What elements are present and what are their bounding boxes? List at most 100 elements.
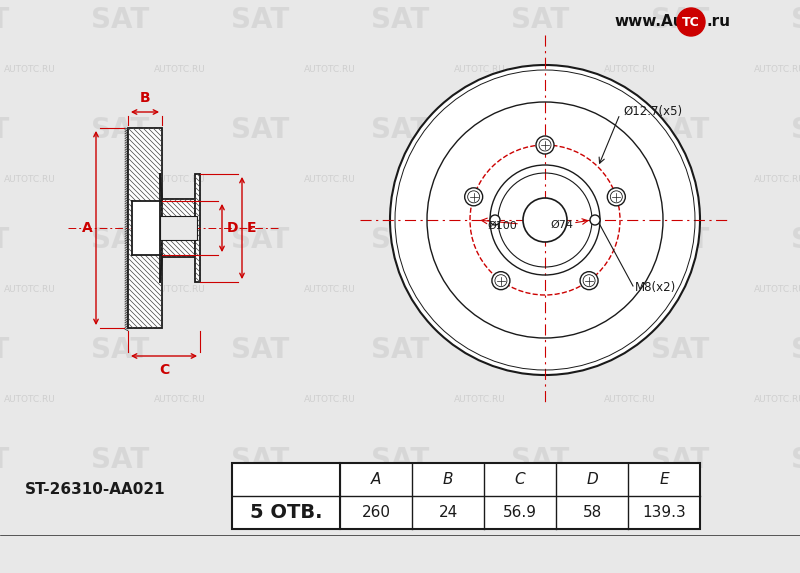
Text: SAT: SAT xyxy=(791,446,800,474)
Text: AUTOTC.RU: AUTOTC.RU xyxy=(4,175,56,185)
Text: AUTOTC.RU: AUTOTC.RU xyxy=(754,65,800,74)
Text: AUTOTC.RU: AUTOTC.RU xyxy=(754,395,800,405)
Circle shape xyxy=(580,272,598,290)
Text: SAT: SAT xyxy=(511,6,569,34)
Bar xyxy=(128,128,162,328)
Text: 5 ОТВ.: 5 ОТВ. xyxy=(250,503,322,522)
Text: SAT: SAT xyxy=(651,446,709,474)
Text: 24: 24 xyxy=(438,505,458,520)
Text: SAT: SAT xyxy=(371,226,429,254)
Text: SAT: SAT xyxy=(511,116,569,144)
Text: SAT: SAT xyxy=(791,6,800,34)
Text: B: B xyxy=(140,91,150,105)
Text: SAT: SAT xyxy=(651,6,709,34)
Text: SAT: SAT xyxy=(231,226,289,254)
Text: SAT: SAT xyxy=(651,336,709,364)
Text: B: B xyxy=(442,472,454,487)
Text: SAT: SAT xyxy=(231,116,289,144)
Text: A: A xyxy=(82,221,92,235)
Text: SAT: SAT xyxy=(651,226,709,254)
Text: SAT: SAT xyxy=(511,226,569,254)
Text: C: C xyxy=(159,363,169,377)
Text: AUTOTC.RU: AUTOTC.RU xyxy=(604,65,656,74)
Text: SAT: SAT xyxy=(791,226,800,254)
Text: AUTOTC.RU: AUTOTC.RU xyxy=(604,285,656,295)
Text: AUTOTC.RU: AUTOTC.RU xyxy=(604,175,656,185)
Text: AUTOTC.RU: AUTOTC.RU xyxy=(4,285,56,295)
Text: C: C xyxy=(514,472,526,487)
Circle shape xyxy=(607,188,626,206)
Text: Ø74: Ø74 xyxy=(550,220,573,230)
Text: E: E xyxy=(659,472,669,487)
Text: SAT: SAT xyxy=(371,6,429,34)
Text: SAT: SAT xyxy=(0,446,9,474)
Circle shape xyxy=(465,188,482,206)
Text: SAT: SAT xyxy=(371,446,429,474)
Text: SAT: SAT xyxy=(511,446,569,474)
Text: AUTOTC.RU: AUTOTC.RU xyxy=(304,65,356,74)
Bar xyxy=(132,201,160,255)
Text: SAT: SAT xyxy=(231,446,289,474)
Text: AUTOTC.RU: AUTOTC.RU xyxy=(604,395,656,405)
Circle shape xyxy=(677,8,705,36)
Text: SAT: SAT xyxy=(91,446,149,474)
Text: SAT: SAT xyxy=(231,336,289,364)
Text: 56.9: 56.9 xyxy=(503,505,537,520)
Text: 58: 58 xyxy=(582,505,602,520)
Text: AUTOTC.RU: AUTOTC.RU xyxy=(454,175,506,185)
Circle shape xyxy=(490,215,500,225)
Text: AUTOTC.RU: AUTOTC.RU xyxy=(304,395,356,405)
Text: SAT: SAT xyxy=(0,6,9,34)
Text: D: D xyxy=(227,221,238,235)
Text: SAT: SAT xyxy=(91,336,149,364)
Text: SAT: SAT xyxy=(791,116,800,144)
Text: AUTOTC.RU: AUTOTC.RU xyxy=(154,175,206,185)
Bar xyxy=(160,216,197,240)
Text: 139.3: 139.3 xyxy=(642,505,686,520)
Circle shape xyxy=(492,272,510,290)
Text: SAT: SAT xyxy=(0,116,9,144)
Bar xyxy=(195,174,200,282)
Text: D: D xyxy=(586,472,598,487)
Text: SAT: SAT xyxy=(511,336,569,364)
Text: E: E xyxy=(247,221,257,235)
Text: SAT: SAT xyxy=(0,226,9,254)
Text: AUTOTC.RU: AUTOTC.RU xyxy=(154,285,206,295)
Text: AUTOTC.RU: AUTOTC.RU xyxy=(154,395,206,405)
Text: A: A xyxy=(371,472,381,487)
Text: Ø12.7(x5): Ø12.7(x5) xyxy=(623,105,682,119)
Text: SAT: SAT xyxy=(91,226,149,254)
Text: AUTOTC.RU: AUTOTC.RU xyxy=(4,395,56,405)
Text: AUTOTC.RU: AUTOTC.RU xyxy=(304,285,356,295)
Text: M8(x2): M8(x2) xyxy=(635,281,676,295)
Text: www.Auto: www.Auto xyxy=(614,14,702,29)
Text: TC: TC xyxy=(682,15,700,29)
Text: AUTOTC.RU: AUTOTC.RU xyxy=(454,285,506,295)
Bar xyxy=(340,463,700,529)
Text: Ø100: Ø100 xyxy=(487,221,517,231)
Text: SAT: SAT xyxy=(0,336,9,364)
Circle shape xyxy=(390,65,700,375)
Text: 260: 260 xyxy=(362,505,390,520)
Text: AUTOTC.RU: AUTOTC.RU xyxy=(304,175,356,185)
Text: SAT: SAT xyxy=(371,336,429,364)
Text: AUTOTC.RU: AUTOTC.RU xyxy=(154,65,206,74)
Text: AUTOTC.RU: AUTOTC.RU xyxy=(754,175,800,185)
Text: SAT: SAT xyxy=(651,116,709,144)
Text: AUTOTC.RU: AUTOTC.RU xyxy=(754,285,800,295)
Text: SAT: SAT xyxy=(91,116,149,144)
Text: SAT: SAT xyxy=(791,336,800,364)
Text: AUTOTC.RU: AUTOTC.RU xyxy=(4,65,56,74)
Text: SAT: SAT xyxy=(371,116,429,144)
Text: SAT: SAT xyxy=(231,6,289,34)
Text: AUTOTC.RU: AUTOTC.RU xyxy=(454,395,506,405)
Text: .ru: .ru xyxy=(707,14,731,29)
Circle shape xyxy=(536,136,554,154)
Text: ST-26310-AA021: ST-26310-AA021 xyxy=(25,482,166,497)
Bar xyxy=(162,199,195,257)
Bar xyxy=(232,463,340,529)
Circle shape xyxy=(590,215,600,225)
Circle shape xyxy=(523,198,567,242)
Text: AUTOTC.RU: AUTOTC.RU xyxy=(454,65,506,74)
Text: SAT: SAT xyxy=(91,6,149,34)
